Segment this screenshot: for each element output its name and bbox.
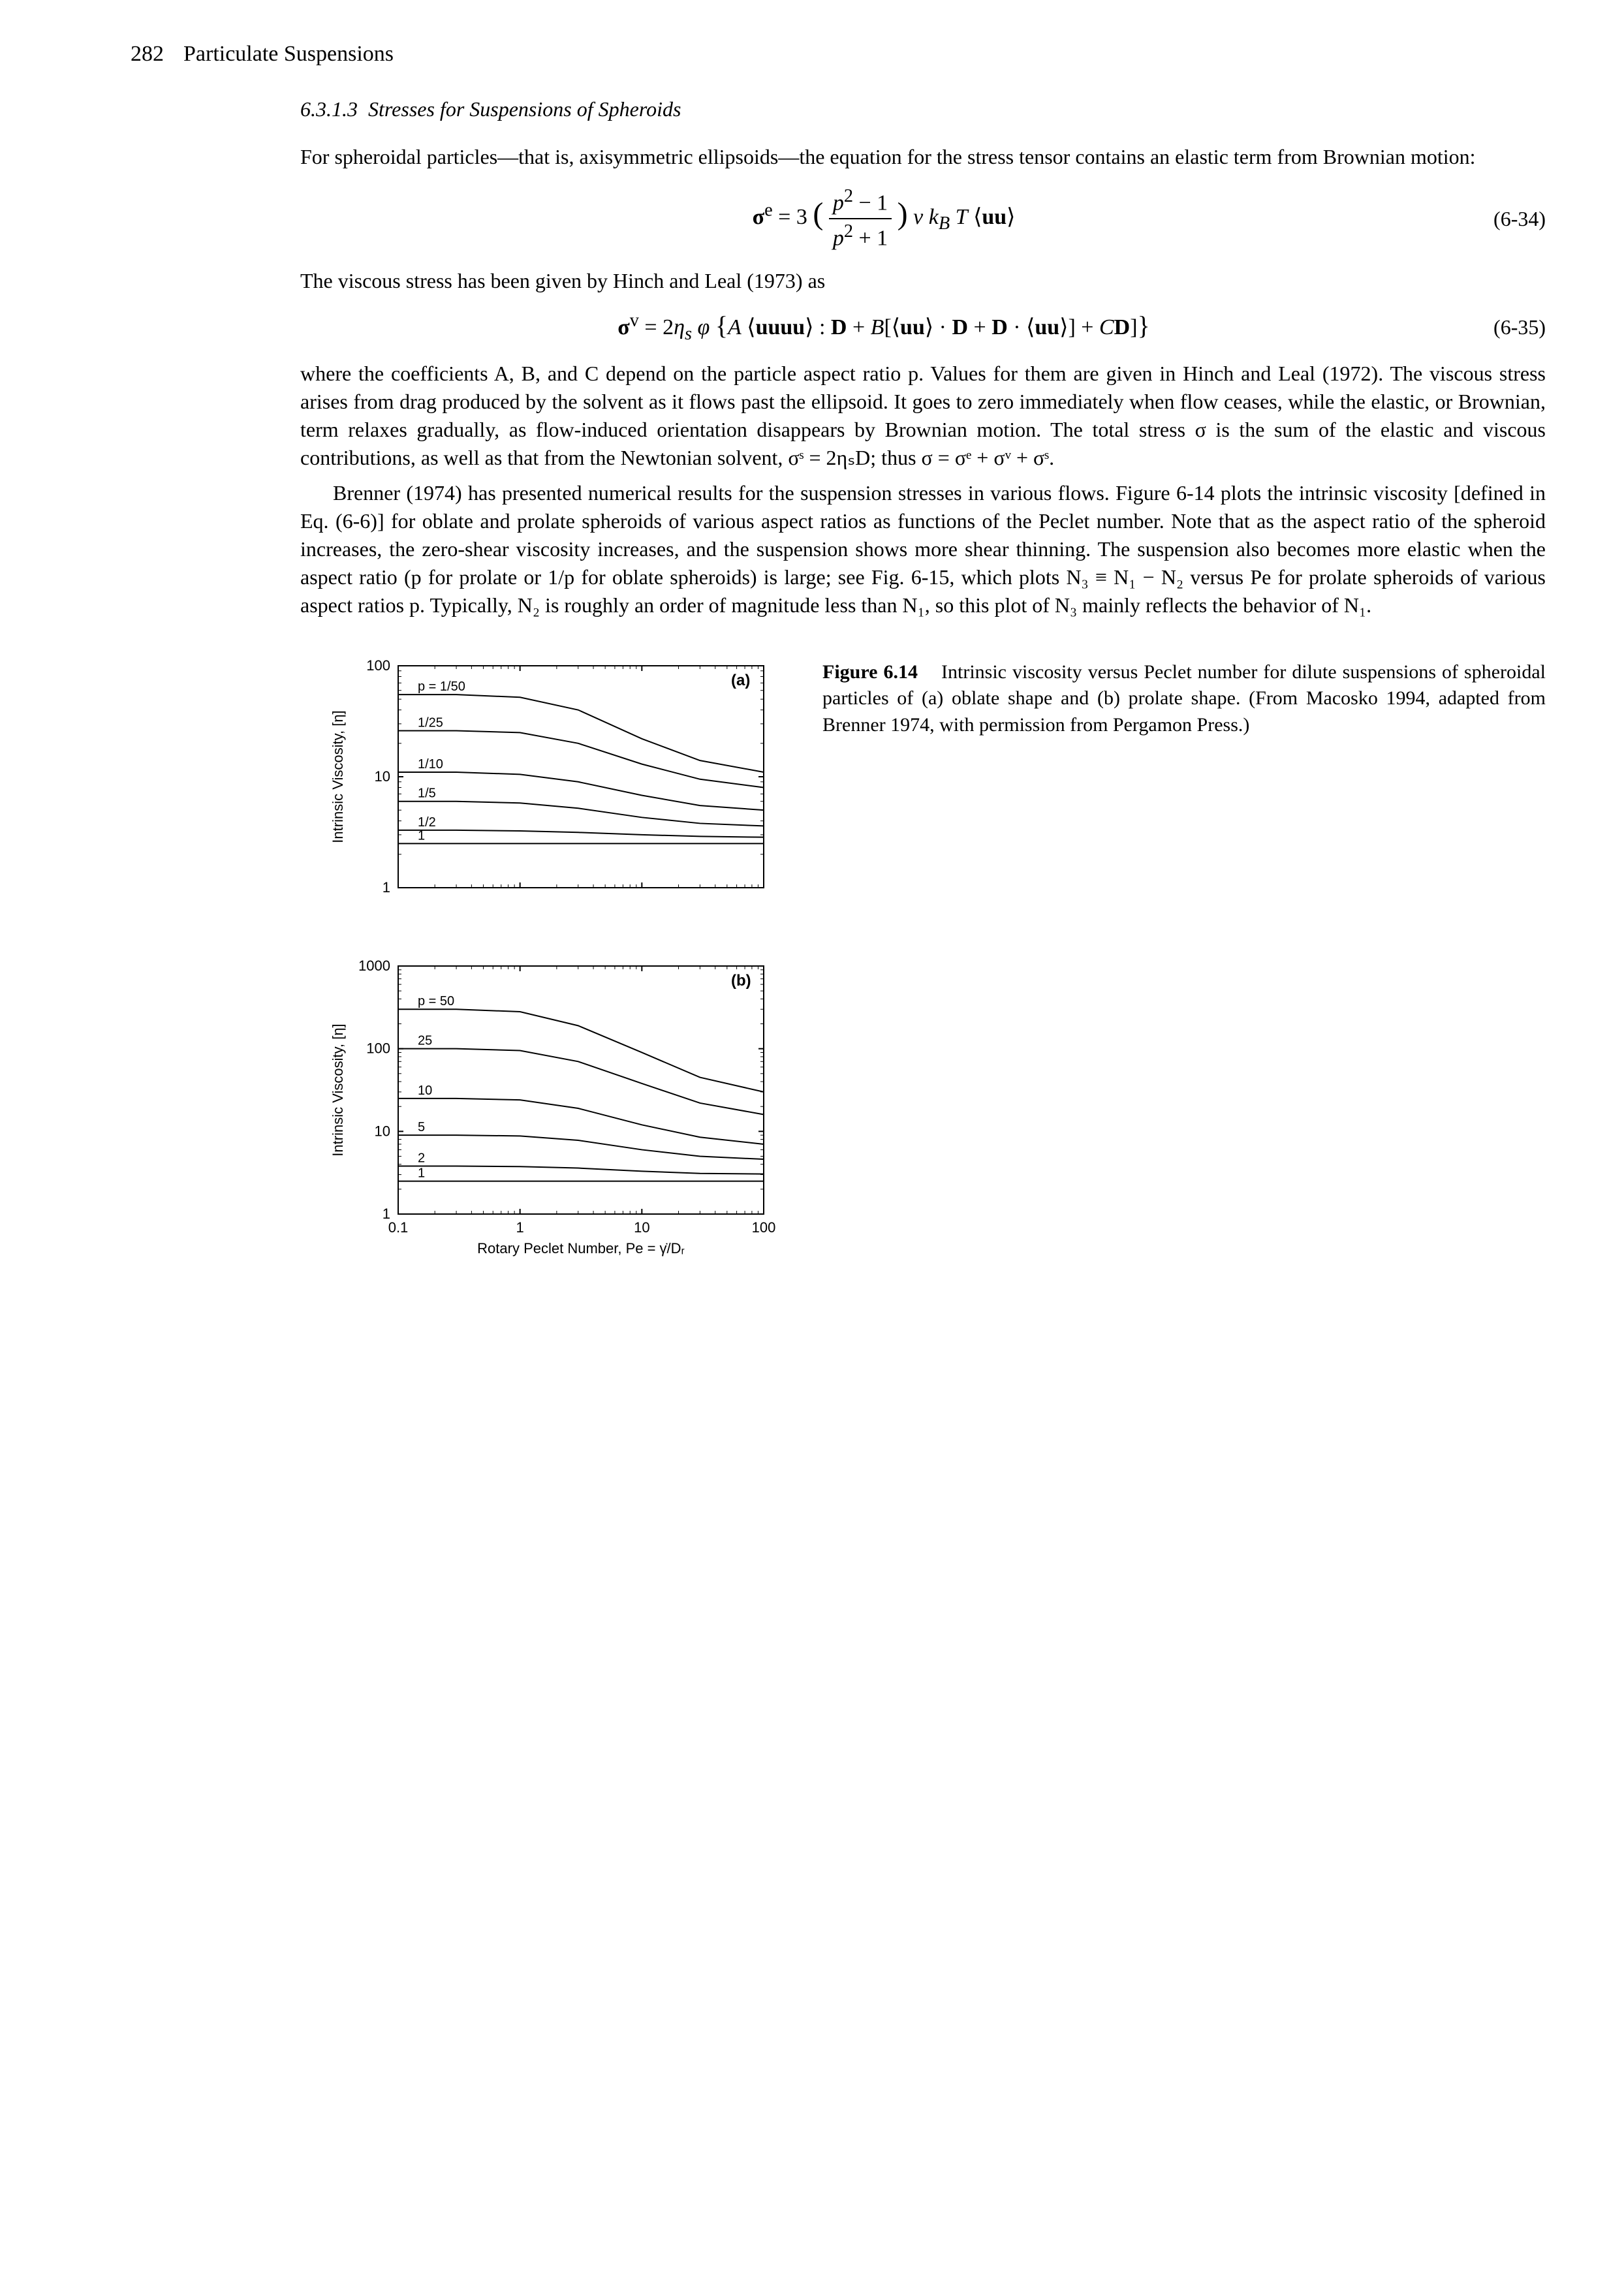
svg-text:Rotary Peclet Number, Pe = γ̇/: Rotary Peclet Number, Pe = γ̇/Dᵣ [477, 1240, 685, 1256]
svg-text:1/25: 1/25 [418, 715, 443, 730]
equation-634-number: (6-34) [1467, 205, 1546, 233]
figure-6-14: 110100p = 1/501/251/101/51/21Intrinsic V… [300, 653, 1546, 1279]
svg-text:0.1: 0.1 [388, 1219, 409, 1236]
svg-text:1: 1 [516, 1219, 524, 1236]
charts-column: 110100p = 1/501/251/101/51/21Intrinsic V… [300, 653, 796, 1279]
paragraph-2: The viscous stress has been given by Hin… [300, 267, 1546, 295]
svg-text:(a): (a) [731, 672, 750, 689]
equation-634: σe = 3 ( p2 − 1 p2 + 1 ) ν kB T ⟨uu⟩ (6-… [300, 184, 1546, 253]
svg-text:100: 100 [752, 1219, 776, 1236]
svg-text:1: 1 [418, 1166, 425, 1180]
svg-text:2: 2 [418, 1151, 425, 1165]
svg-text:25: 25 [418, 1033, 432, 1048]
svg-text:Intrinsic Viscosity, [η]: Intrinsic Viscosity, [η] [330, 1023, 346, 1156]
section-number: 6.3.1.3 [300, 97, 358, 121]
paragraph-4: Brenner (1974) has presented numerical r… [300, 479, 1546, 620]
section-heading: 6.3.1.3 Stresses for Suspensions of Sphe… [300, 95, 1546, 123]
svg-text:1: 1 [383, 879, 390, 896]
svg-text:1/10: 1/10 [418, 757, 443, 772]
svg-text:1000: 1000 [358, 958, 390, 974]
svg-text:100: 100 [366, 657, 390, 674]
page-number: 282 [131, 39, 164, 69]
paragraph-1: For spheroidal particles—that is, axisym… [300, 143, 1546, 171]
svg-text:(b): (b) [731, 972, 751, 990]
svg-text:10: 10 [375, 768, 390, 785]
svg-text:10: 10 [634, 1219, 649, 1236]
paragraph-3: where the coefficients A, B, and C depen… [300, 360, 1546, 473]
chapter-title: Particulate Suspensions [183, 39, 394, 69]
svg-text:1/2: 1/2 [418, 815, 436, 829]
svg-text:10: 10 [418, 1084, 432, 1098]
equation-635: σv = 2ηs φ {A ⟨uuuu⟩ : D + B[⟨uu⟩ · D + … [300, 308, 1546, 347]
equation-634-text: σe = 3 ( p2 − 1 p2 + 1 ) ν kB T ⟨uu⟩ [300, 184, 1467, 253]
chart-a: 110100p = 1/501/251/101/51/21Intrinsic V… [300, 653, 796, 933]
figure-caption-label: Figure 6.14 [822, 661, 918, 683]
svg-text:p = 1/50: p = 1/50 [418, 679, 465, 694]
equation-635-number: (6-35) [1467, 313, 1546, 341]
svg-text:p = 50: p = 50 [418, 994, 454, 1008]
chart-b: 11010010000.1110100p = 502510521Intrinsi… [300, 953, 796, 1279]
figure-caption: Figure 6.14 Intrinsic viscosity versus P… [822, 653, 1546, 1279]
svg-text:1/5: 1/5 [418, 786, 436, 800]
svg-text:Intrinsic Viscosity, [η]: Intrinsic Viscosity, [η] [330, 710, 346, 843]
page-header: 282 Particulate Suspensions [131, 39, 1546, 69]
svg-text:1: 1 [418, 828, 425, 843]
svg-text:5: 5 [418, 1120, 425, 1134]
section-title: Stresses for Suspensions of Spheroids [368, 97, 681, 121]
svg-text:10: 10 [375, 1123, 390, 1139]
equation-635-text: σv = 2ηs φ {A ⟨uuuu⟩ : D + B[⟨uu⟩ · D + … [300, 308, 1467, 347]
svg-text:100: 100 [366, 1040, 390, 1056]
figure-caption-text: Intrinsic viscosity versus Peclet number… [822, 661, 1546, 736]
